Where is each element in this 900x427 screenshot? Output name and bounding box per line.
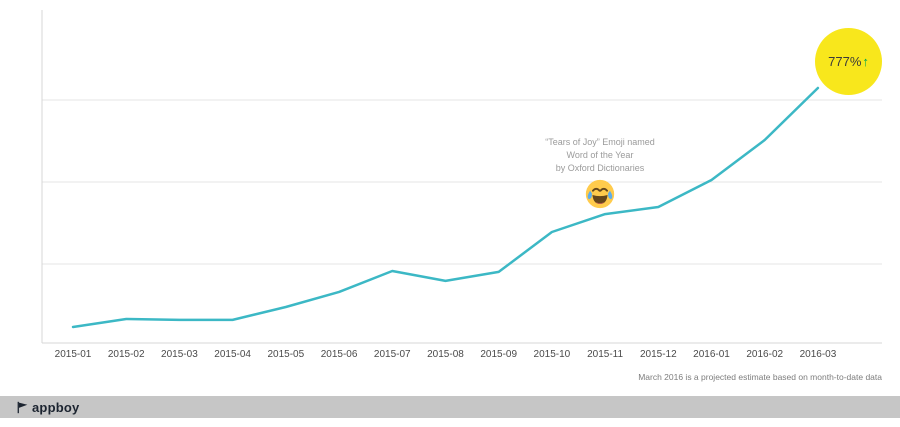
line-chart-canvas xyxy=(41,10,882,344)
x-tick-label: 2015-06 xyxy=(320,349,358,360)
appboy-logo-text: appboy xyxy=(32,399,80,415)
appboy-logo: appboy xyxy=(16,400,79,415)
x-tick-label: 2015-03 xyxy=(161,349,198,360)
x-tick-label: 2015-08 xyxy=(427,349,464,360)
x-axis-labels: 2015-01 2015-02 2015-03 2015-04 2015-05 2015-… xyxy=(0,349,900,363)
growth-badge: 777% ↑ xyxy=(815,28,882,95)
x-tick-label: 2015-01 xyxy=(54,349,92,360)
up-arrow-icon: ↑ xyxy=(862,54,869,69)
annotation-text: “Tears of Joy” Emoji named Word of the Y… xyxy=(545,136,655,175)
logo-bar: appboy xyxy=(0,396,900,418)
x-tick-label: 2015-02 xyxy=(107,349,145,360)
x-tick-label: 2015-04 xyxy=(214,349,251,360)
x-tick-label: 2015-05 xyxy=(267,349,305,360)
x-tick-label: 2015-12 xyxy=(639,349,677,360)
x-tick-label: 2015-11 xyxy=(587,349,624,360)
annotation-line-1: “Tears of Joy” Emoji named xyxy=(545,137,655,147)
tears-of-joy-emoji-icon xyxy=(583,177,617,211)
trend-line xyxy=(71,86,820,329)
x-tick-label: 2016-02 xyxy=(746,349,784,360)
x-tick-label: 2015-09 xyxy=(480,349,518,360)
growth-badge-value: 777% xyxy=(828,54,862,69)
x-tick-label: 2016-03 xyxy=(799,349,837,360)
footnote: March 2016 is a projected estimate based… xyxy=(638,372,882,382)
x-tick-label: 2015-07 xyxy=(373,349,411,360)
x-tick-label: 2015-10 xyxy=(533,349,571,360)
annotation-line-3: by Oxford Dictionaries xyxy=(555,163,645,174)
annotation-line-2: Word of the Year xyxy=(566,150,634,161)
flag-icon xyxy=(17,401,28,413)
x-tick-label: 2016-01 xyxy=(693,349,730,360)
